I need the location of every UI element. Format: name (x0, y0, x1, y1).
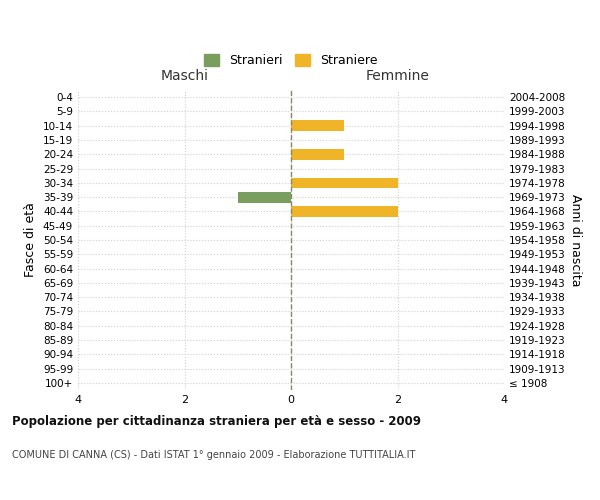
Bar (291, 206, 398, 217)
Bar (291, 149, 344, 160)
Text: COMUNE DI CANNA (CS) - Dati ISTAT 1° gennaio 2009 - Elaborazione TUTTITALIA.IT: COMUNE DI CANNA (CS) - Dati ISTAT 1° gen… (12, 450, 415, 460)
Bar (238, 192, 291, 202)
Text: Femmine: Femmine (365, 68, 430, 82)
Y-axis label: Anni di nascita: Anni di nascita (569, 194, 582, 286)
Text: Popolazione per cittadinanza straniera per età e sesso - 2009: Popolazione per cittadinanza straniera p… (12, 415, 421, 428)
Legend: Stranieri, Straniere: Stranieri, Straniere (204, 54, 378, 68)
Text: Maschi: Maschi (161, 68, 209, 82)
Bar (291, 120, 344, 131)
Y-axis label: Fasce di età: Fasce di età (25, 202, 37, 278)
Bar (291, 178, 398, 188)
